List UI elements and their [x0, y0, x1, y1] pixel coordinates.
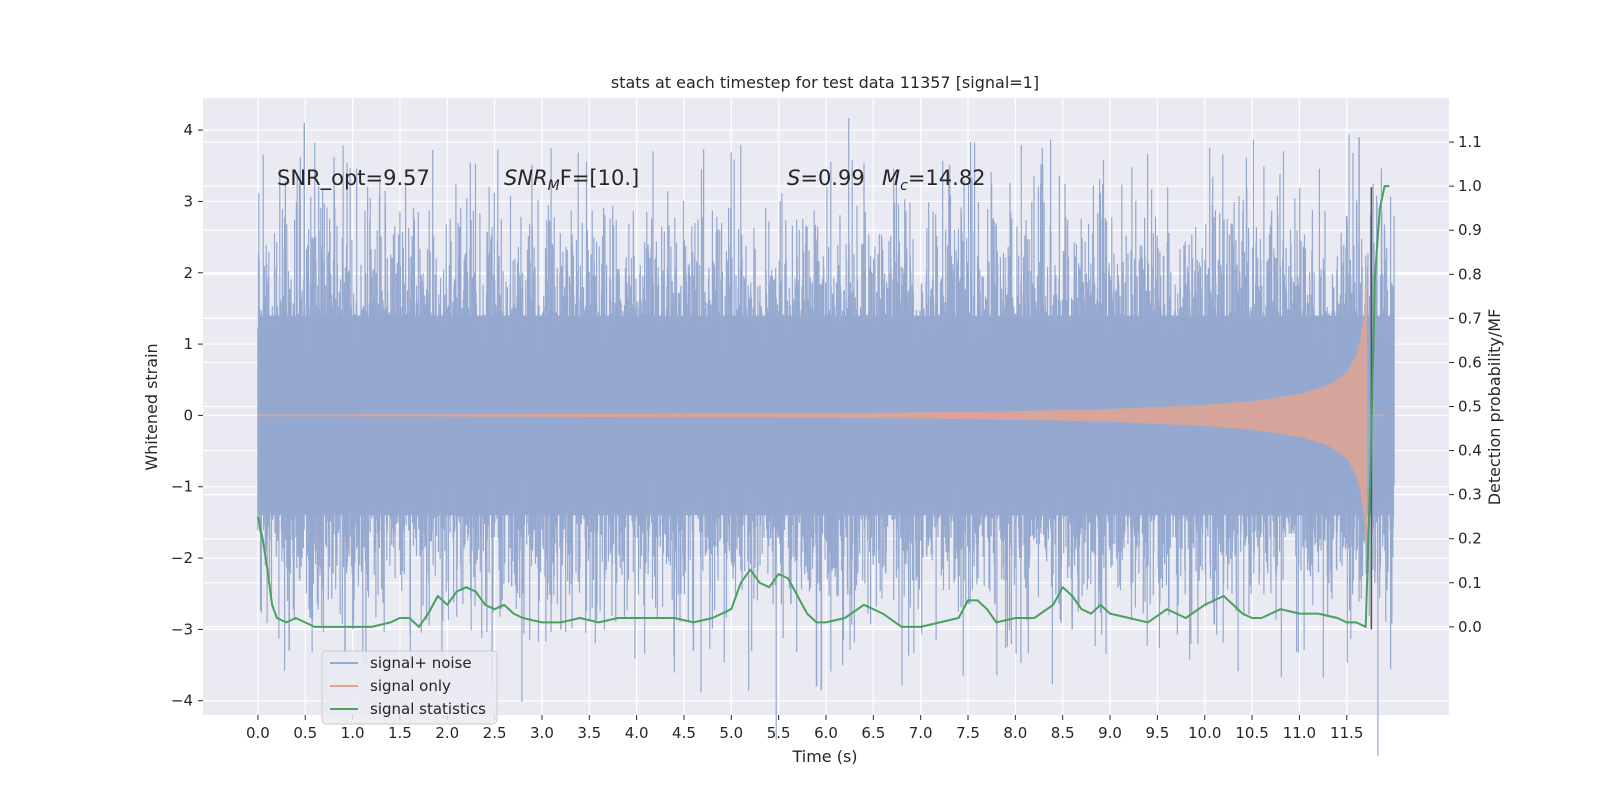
y-axis-label: Whitened strain	[142, 343, 161, 470]
x-tick-label-11: 5.5	[767, 724, 791, 742]
x-tick-label-23: 11.5	[1330, 724, 1363, 742]
y-ticks: 4 3 2 1 0 −1 −2 −3 −4	[171, 121, 203, 710]
annotation-mc-sub: c	[900, 178, 908, 194]
annotation-snr-mf-main: SNR	[504, 166, 548, 190]
x-tick-label-14: 7.0	[909, 724, 933, 742]
x-tick-label-4: 2.0	[435, 724, 459, 742]
x-tick-label-7: 3.5	[577, 724, 601, 742]
legend-box	[321, 650, 498, 725]
y-tick-label-8: −4	[171, 692, 193, 710]
legend-label-signal-noise: signal+ noise	[370, 654, 472, 672]
x-tick-label-5: 2.5	[483, 724, 507, 742]
y-right-tick-label-8: 0.3	[1458, 486, 1482, 504]
y-right-tick-label-4: 0.7	[1458, 309, 1482, 327]
annotation-snr-mf: SNRMF=[10.]	[504, 166, 639, 194]
x-tick-label-18: 9.0	[1098, 724, 1122, 742]
y-tick-label-6: −2	[171, 549, 193, 567]
x-tick-label-10: 5.0	[719, 724, 743, 742]
y-right-tick-label-5: 0.6	[1458, 353, 1482, 371]
x-tick-label-21: 10.5	[1235, 724, 1268, 742]
y-tick-label-1: 3	[183, 192, 193, 210]
annotation-snr-mf-rest: F=[10.]	[560, 166, 639, 190]
x-tick-label-6: 3.0	[530, 724, 554, 742]
annotation-s-main: S	[787, 166, 800, 190]
x-tick-label-1: 0.5	[293, 724, 317, 742]
y-right-tick-label-0: 1.1	[1458, 133, 1482, 151]
y-tick-label-7: −3	[171, 620, 193, 638]
annotation-s-rest: =0.99	[800, 166, 864, 190]
y-right-tick-label-7: 0.4	[1458, 442, 1482, 460]
annotation-s: S=0.99	[787, 166, 865, 190]
y-tick-label-2: 2	[183, 264, 193, 282]
x-tick-label-17: 8.5	[1051, 724, 1075, 742]
x-tick-label-9: 4.5	[672, 724, 696, 742]
y-tick-label-5: −1	[171, 478, 193, 496]
x-tick-label-3: 1.5	[388, 724, 412, 742]
legend: signal+ noise signal only signal statist…	[321, 650, 498, 725]
x-ticks: 0.0 0.5 1.0 1.5 2.0 2.5 3.0 3.5 4.0 4.5 5.0 5.5 6.0 6…	[246, 715, 1363, 742]
annotation-mc: Mc=14.82	[882, 166, 986, 194]
signal-noise-line	[257, 118, 1395, 756]
x-tick-label-2: 1.0	[341, 724, 365, 742]
x-axis-label: Time (s)	[791, 747, 857, 766]
legend-label-signal-statistics: signal statistics	[370, 700, 486, 718]
y-right-tick-label-10: 0.1	[1458, 574, 1482, 592]
annotation-mc-main: M	[882, 166, 900, 190]
y-right-tick-label-9: 0.2	[1458, 530, 1482, 548]
chart-title: stats at each timestep for test data 113…	[611, 73, 1039, 92]
y-right-tick-label-11: 0.0	[1458, 618, 1482, 636]
x-tick-label-20: 10.0	[1188, 724, 1221, 742]
y-right-tick-label-1: 1.0	[1458, 177, 1482, 195]
signal-noise-spikes	[288, 123, 1386, 690]
y-right-ticks: 1.1 1.0 0.9 0.8 0.7 0.6 0.5 0.4 0.3 0.2 0.1 0.0	[1449, 133, 1482, 636]
x-tick-label-12: 6.0	[814, 724, 838, 742]
series	[256, 118, 1395, 756]
legend-label-signal-only: signal only	[370, 677, 451, 695]
y-right-axis-label: Detection probability/MF	[1485, 309, 1504, 506]
signal-statistics-line	[256, 185, 1390, 628]
x-tick-label-0: 0.0	[246, 724, 270, 742]
annotation-snr-opt: SNR_opt=9.57	[277, 166, 430, 191]
annotation-mc-rest: =14.82	[908, 166, 986, 190]
y-tick-label-4: 0	[183, 406, 193, 424]
x-tick-label-22: 11.0	[1283, 724, 1316, 742]
x-tick-label-19: 9.5	[1145, 724, 1169, 742]
y-right-tick-label-2: 0.9	[1458, 221, 1482, 239]
y-right-tick-label-3: 0.8	[1458, 265, 1482, 283]
x-tick-label-13: 6.5	[861, 724, 885, 742]
y-tick-label-0: 4	[183, 121, 193, 139]
y-tick-label-3: 1	[183, 335, 193, 353]
annotation-snr-mf-sub: M	[548, 178, 560, 194]
y-right-tick-label-6: 0.5	[1458, 398, 1482, 416]
x-tick-label-16: 8.0	[1003, 724, 1027, 742]
x-tick-label-15: 7.5	[956, 724, 980, 742]
x-tick-label-8: 4.0	[625, 724, 649, 742]
